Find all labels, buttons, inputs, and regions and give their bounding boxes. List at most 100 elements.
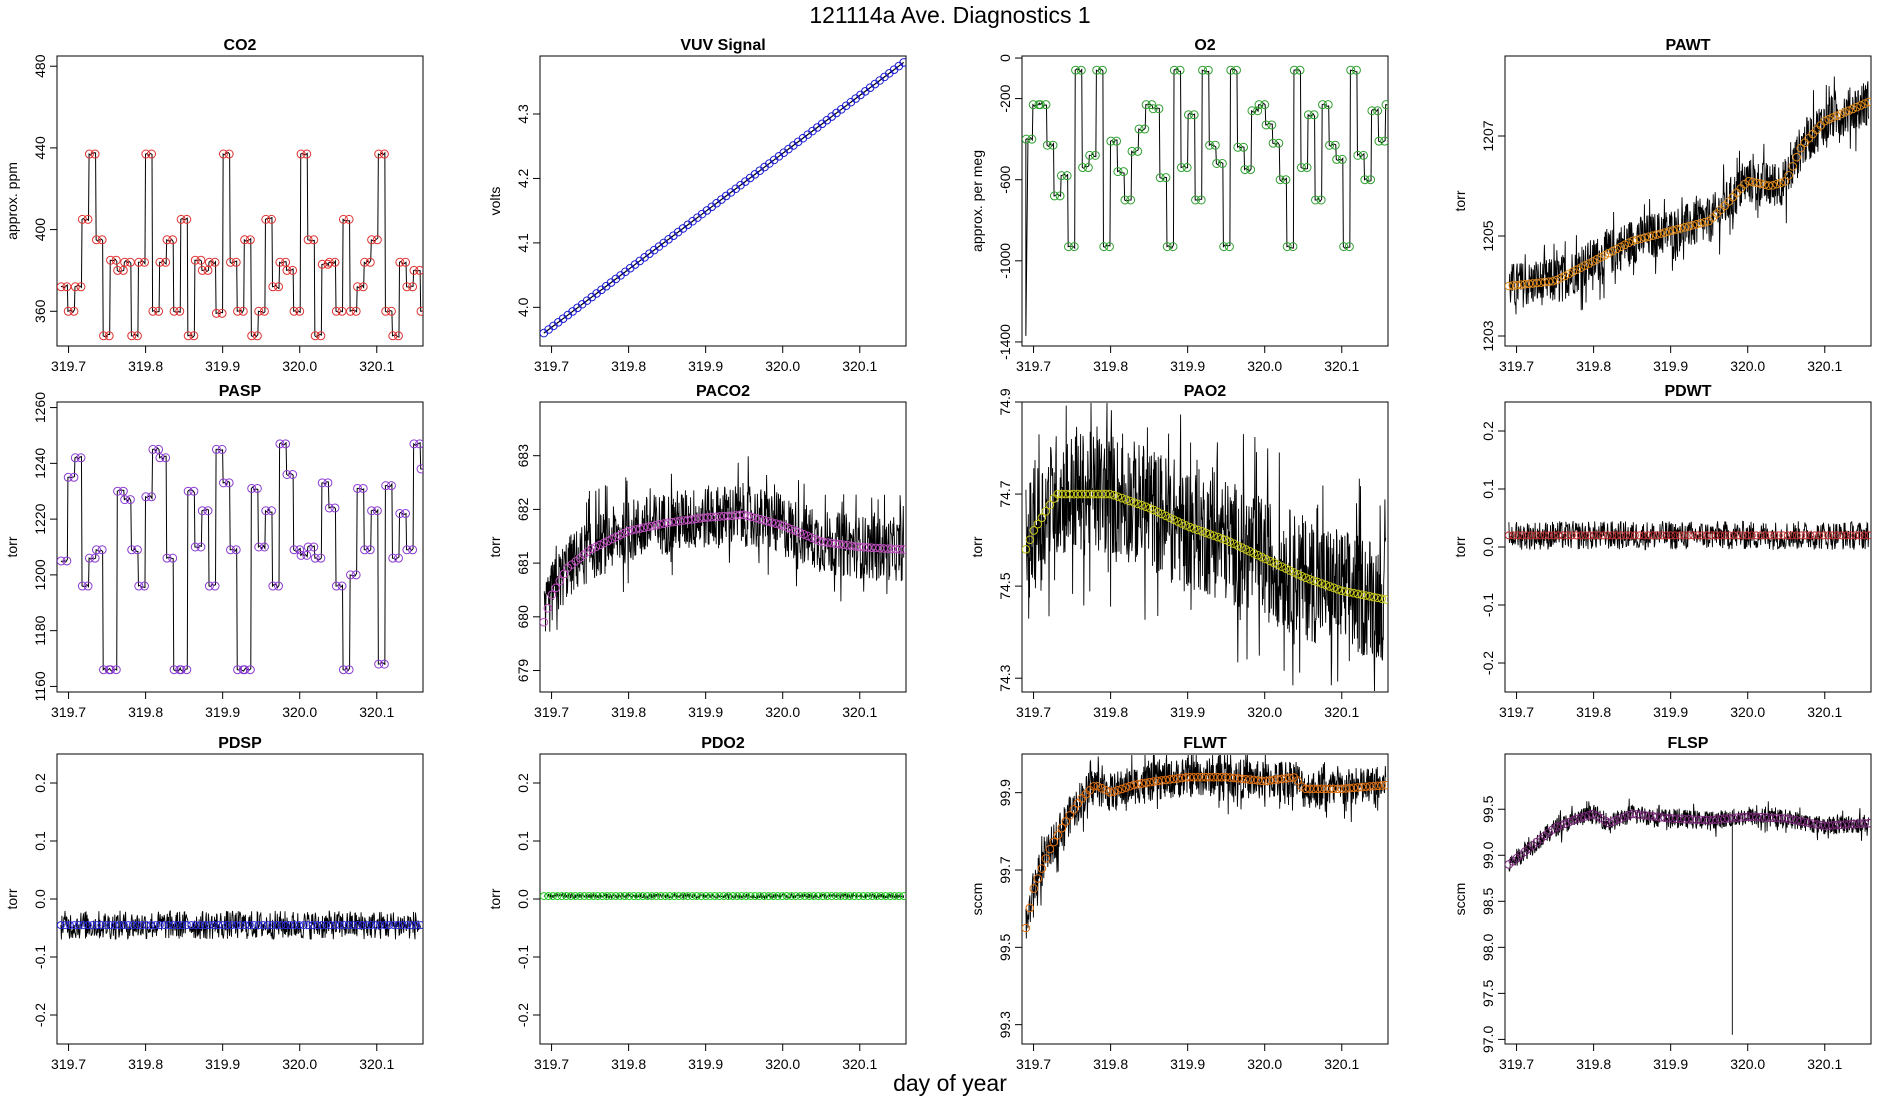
pawt-marker bbox=[1672, 225, 1682, 234]
pao2-marker bbox=[1325, 582, 1335, 591]
pdwt-marker bbox=[1621, 531, 1630, 540]
pao2-marker bbox=[1221, 535, 1231, 545]
pdwt-marker bbox=[1792, 531, 1801, 540]
flwt-marker bbox=[1113, 785, 1123, 795]
pawt-x-axis: 319.7 319.8 319.9 320.0 320.1 bbox=[1499, 346, 1842, 374]
pasp-marker bbox=[381, 481, 391, 491]
pao2-marker bbox=[1181, 521, 1191, 530]
pdsp-marker bbox=[232, 921, 241, 930]
pdwt-marker bbox=[1617, 531, 1626, 540]
flwt-marker bbox=[1049, 837, 1059, 847]
pdo2-marker bbox=[566, 892, 575, 901]
pdsp-marker bbox=[70, 921, 79, 930]
vuv-x-axis: 319.7 319.8 319.9 320.0 320.1 bbox=[534, 346, 877, 374]
flsp-marker bbox=[1648, 812, 1658, 821]
co2-marker bbox=[367, 235, 377, 245]
o2-marker bbox=[1373, 106, 1383, 116]
pdsp-marker bbox=[367, 921, 376, 930]
pawt-marker bbox=[1752, 178, 1762, 188]
pasp-marker bbox=[139, 581, 149, 591]
co2-marker bbox=[409, 265, 419, 275]
pdo2-marker bbox=[737, 892, 746, 901]
pasp-plot-frame bbox=[56, 401, 424, 693]
flsp-marker bbox=[1652, 812, 1662, 822]
pasp-marker bbox=[147, 492, 157, 502]
pdwt-marker bbox=[1675, 531, 1684, 540]
pdsp-series-line bbox=[60, 909, 422, 940]
co2-marker bbox=[268, 282, 278, 292]
flwt-marker bbox=[1381, 780, 1388, 790]
co2-marker bbox=[386, 306, 396, 316]
pasp-marker bbox=[309, 542, 319, 552]
pasp-marker bbox=[324, 503, 334, 513]
o2-marker bbox=[1022, 134, 1031, 144]
pao2-y-tick-label: 74.9 bbox=[997, 388, 1013, 415]
vuv-title: VUV Signal bbox=[680, 37, 765, 54]
paco2-marker bbox=[635, 524, 645, 533]
pasp-x-tick-label: 320.1 bbox=[359, 704, 394, 720]
co2-marker bbox=[401, 257, 411, 267]
flwt-y-tick-label: 99.7 bbox=[997, 856, 1013, 883]
flsp-marker bbox=[1628, 809, 1638, 819]
pdsp-marker bbox=[394, 921, 403, 930]
paco2-marker bbox=[667, 517, 677, 527]
pasp-marker bbox=[247, 483, 257, 493]
co2-marker bbox=[416, 306, 423, 316]
pasp-marker bbox=[189, 486, 199, 496]
co2-marker bbox=[358, 282, 368, 292]
o2-marker bbox=[1175, 65, 1185, 75]
pdsp-marker bbox=[299, 921, 308, 930]
pdo2-marker bbox=[584, 892, 593, 901]
pdsp-marker bbox=[281, 921, 290, 930]
o2-marker bbox=[1027, 134, 1037, 144]
pawt-marker bbox=[1588, 257, 1598, 266]
pawt-marker bbox=[1776, 178, 1786, 188]
co2-marker bbox=[141, 149, 151, 159]
pasp-x-tick-label: 320.0 bbox=[282, 704, 317, 720]
pawt-marker bbox=[1780, 177, 1790, 186]
pdsp-marker bbox=[101, 921, 110, 930]
paco2-marker bbox=[847, 541, 857, 551]
pasp-x-tick-label: 319.8 bbox=[128, 704, 163, 720]
co2-marker bbox=[168, 235, 178, 245]
co2-marker bbox=[309, 235, 319, 245]
pawt-marker bbox=[1756, 179, 1766, 189]
pasp-marker bbox=[176, 665, 186, 675]
pasp-marker bbox=[127, 545, 137, 555]
pdsp-marker bbox=[169, 921, 178, 930]
pawt-marker bbox=[1792, 152, 1802, 162]
figure-x-axis-label: day of year bbox=[893, 1070, 1007, 1096]
co2-marker bbox=[63, 306, 73, 316]
flsp-marker bbox=[1576, 813, 1586, 822]
pdo2-marker bbox=[683, 892, 692, 901]
flwt-marker bbox=[1277, 774, 1287, 784]
flwt-marker bbox=[1137, 779, 1147, 788]
o2-marker bbox=[1203, 65, 1213, 75]
paco2-marker bbox=[639, 523, 649, 533]
pao2-marker bbox=[1297, 571, 1307, 581]
pao2-marker bbox=[1333, 584, 1343, 594]
pasp-marker bbox=[154, 444, 164, 454]
pasp-marker bbox=[401, 509, 411, 519]
o2-marker bbox=[1104, 242, 1114, 252]
pdsp-marker bbox=[146, 921, 155, 930]
pao2-y-tick-label: 74.3 bbox=[997, 664, 1013, 691]
o2-marker bbox=[1154, 104, 1164, 114]
pdwt-marker bbox=[1707, 531, 1716, 540]
pdo2-marker bbox=[859, 892, 868, 901]
pdsp-marker bbox=[137, 921, 146, 930]
flsp-marker bbox=[1784, 814, 1794, 824]
pasp-marker bbox=[252, 483, 262, 493]
co2-marker bbox=[104, 331, 114, 341]
pao2-marker bbox=[1321, 580, 1331, 590]
pawt-marker bbox=[1772, 179, 1782, 189]
co2-marker bbox=[247, 331, 257, 341]
pao2-marker bbox=[1377, 594, 1386, 603]
pao2-marker bbox=[1133, 499, 1143, 509]
paco2-marker bbox=[623, 526, 633, 536]
pasp-marker bbox=[168, 553, 178, 563]
pdo2-marker bbox=[701, 892, 710, 901]
paco2-marker bbox=[823, 538, 833, 547]
pasp-marker bbox=[141, 492, 151, 502]
